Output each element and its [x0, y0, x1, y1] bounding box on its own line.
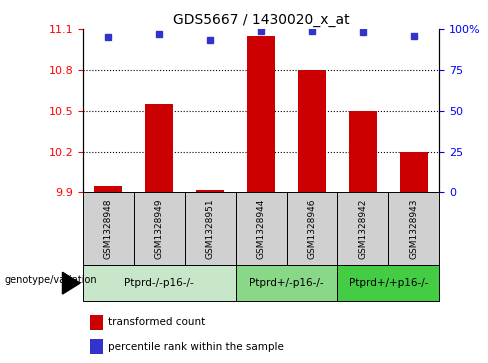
Bar	[349, 111, 377, 192]
FancyBboxPatch shape	[83, 265, 236, 301]
Text: GSM1328942: GSM1328942	[358, 199, 367, 259]
FancyBboxPatch shape	[286, 192, 337, 265]
Bar	[145, 104, 173, 192]
Text: GSM1328951: GSM1328951	[205, 198, 215, 259]
Text: GSM1328949: GSM1328949	[155, 199, 164, 259]
FancyBboxPatch shape	[134, 192, 185, 265]
Bar	[90, 315, 102, 330]
FancyBboxPatch shape	[185, 192, 236, 265]
Text: Ptprd+/+p16-/-: Ptprd+/+p16-/-	[348, 278, 428, 288]
Text: GSM1328948: GSM1328948	[104, 199, 113, 259]
Bar	[247, 36, 275, 192]
Bar	[90, 339, 102, 354]
FancyBboxPatch shape	[236, 192, 286, 265]
Text: Ptprd-/-p16-/-: Ptprd-/-p16-/-	[124, 278, 194, 288]
Text: GSM1328943: GSM1328943	[409, 199, 418, 259]
Text: Ptprd+/-p16-/-: Ptprd+/-p16-/-	[249, 278, 324, 288]
Bar	[400, 152, 428, 192]
FancyBboxPatch shape	[388, 192, 439, 265]
FancyBboxPatch shape	[236, 265, 337, 301]
Title: GDS5667 / 1430020_x_at: GDS5667 / 1430020_x_at	[173, 13, 349, 26]
FancyBboxPatch shape	[83, 192, 134, 265]
FancyBboxPatch shape	[337, 192, 388, 265]
Polygon shape	[62, 272, 80, 294]
Text: genotype/variation: genotype/variation	[5, 274, 98, 285]
Bar	[196, 190, 224, 192]
Text: GSM1328946: GSM1328946	[307, 199, 317, 259]
Text: GSM1328944: GSM1328944	[257, 199, 265, 259]
Text: percentile rank within the sample: percentile rank within the sample	[108, 342, 284, 352]
FancyBboxPatch shape	[337, 265, 439, 301]
Text: transformed count: transformed count	[108, 317, 205, 327]
Bar	[94, 185, 122, 192]
Bar	[298, 70, 326, 192]
